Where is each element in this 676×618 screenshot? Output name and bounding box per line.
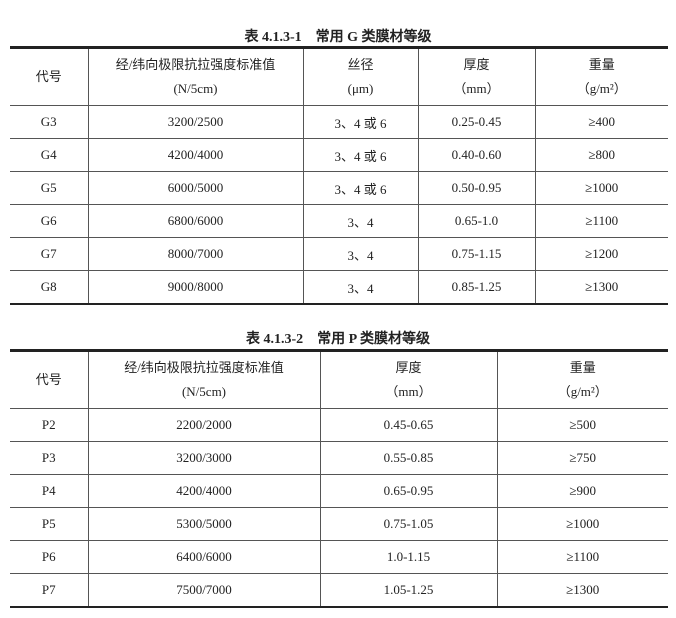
header-label: 经/纬向极限抗拉强度标准值	[124, 360, 284, 375]
table-cell: ≥900	[496, 474, 668, 508]
table-cell: ≥400	[534, 105, 668, 139]
table2-title: 表 4.1.3-2 常用 P 类膜材等级	[246, 332, 430, 347]
table-cell: 3、4	[302, 204, 418, 238]
column-header: 经/纬向极限抗拉强度标准值 (N/5cm)	[87, 47, 303, 106]
table-cell: P4	[10, 474, 88, 508]
table1-title: 表 4.1.3-1 常用 G 类膜材等级	[244, 30, 432, 45]
table-row: P4 4200/4000 0.65-0.95 ≥900	[10, 474, 668, 508]
column-header: 厚度 （mm）	[417, 47, 535, 106]
header-unit: （g/m²）	[576, 81, 627, 96]
table-cell: ≥800	[534, 138, 668, 172]
table-cell: 0.65-1.0	[417, 204, 535, 238]
header-unit: (μm)	[347, 81, 374, 96]
table-cell: 0.75-1.15	[417, 237, 535, 271]
table-cell: 1.0-1.15	[319, 540, 497, 574]
table-cell: 8000/7000	[87, 237, 303, 271]
header-label: 重量	[588, 57, 615, 72]
table-cell: 3、4	[302, 270, 418, 305]
header-unit: (N/5cm)	[173, 81, 218, 96]
table-row: G5 6000/5000 3、4 或 6 0.50-0.95 ≥1000	[10, 171, 668, 205]
header-label: 代号	[35, 372, 62, 387]
table-cell: ≥750	[496, 441, 668, 475]
table-cell: 6400/6000	[87, 540, 320, 574]
table-cell: 3、4 或 6	[302, 138, 418, 172]
header-label: 代号	[35, 69, 62, 84]
table-cell: 4200/4000	[87, 474, 320, 508]
table-row: P5 5300/5000 0.75-1.05 ≥1000	[10, 507, 668, 541]
table-row: G4 4200/4000 3、4 或 6 0.40-0.60 ≥800	[10, 138, 668, 172]
table-row: G8 9000/8000 3、4 0.85-1.25 ≥1300	[10, 270, 668, 305]
header-label: 丝径	[347, 57, 374, 72]
header-label: 经/纬向极限抗拉强度标准值	[115, 57, 276, 72]
table-cell: G6	[10, 204, 88, 238]
table-cell: ≥1300	[496, 573, 668, 608]
table-cell: 0.55-0.85	[319, 441, 497, 475]
table-cell: G7	[10, 237, 88, 271]
header-label: 厚度	[395, 360, 422, 375]
table-cell: 0.65-0.95	[319, 474, 497, 508]
table-cell: 0.85-1.25	[417, 270, 535, 305]
table-cell: ≥1300	[534, 270, 668, 305]
header-label: 厚度	[463, 57, 490, 72]
table-row: G3 3200/2500 3、4 或 6 0.25-0.45 ≥400	[10, 105, 668, 139]
table-cell: G4	[10, 138, 88, 172]
table-cell: P3	[10, 441, 88, 475]
column-header: 代号	[10, 47, 88, 106]
table-cell: G3	[10, 105, 88, 139]
column-header: 丝径 (μm)	[302, 47, 418, 106]
table-cell: 6800/6000	[87, 204, 303, 238]
table-cell: 3、4 或 6	[302, 105, 418, 139]
table-cell: 0.40-0.60	[417, 138, 535, 172]
column-header: 厚度 （mm）	[319, 350, 497, 409]
table-cell: P7	[10, 573, 88, 608]
table-cell: 0.75-1.05	[319, 507, 497, 541]
table-cell: P2	[10, 408, 88, 442]
table-cell: P6	[10, 540, 88, 574]
table-cell: G8	[10, 270, 88, 305]
header-unit: （mm）	[385, 384, 432, 399]
header-unit: （g/m²）	[557, 384, 608, 399]
table-cell: 0.50-0.95	[417, 171, 535, 205]
table-row: P3 3200/3000 0.55-0.85 ≥750	[10, 441, 668, 475]
table-row: G6 6800/6000 3、4 0.65-1.0 ≥1100	[10, 204, 668, 238]
table-cell: 0.45-0.65	[319, 408, 497, 442]
table-cell: P5	[10, 507, 88, 541]
table-cell: ≥1100	[496, 540, 668, 574]
table-cell: ≥1000	[496, 507, 668, 541]
table-row: G7 8000/7000 3、4 0.75-1.15 ≥1200	[10, 237, 668, 271]
column-header: 经/纬向极限抗拉强度标准值 (N/5cm)	[87, 350, 320, 409]
table-cell: ≥1200	[534, 237, 668, 271]
table-cell: 3、4	[302, 237, 418, 271]
column-header: 重量 （g/m²）	[496, 350, 668, 409]
column-header: 重量 （g/m²）	[534, 47, 668, 106]
table-cell: 1.05-1.25	[319, 573, 497, 608]
table-cell: 0.25-0.45	[417, 105, 535, 139]
table-cell: 7500/7000	[87, 573, 320, 608]
table-row: P6 6400/6000 1.0-1.15 ≥1100	[10, 540, 668, 574]
table-cell: 9000/8000	[87, 270, 303, 305]
table-cell: 3200/2500	[87, 105, 303, 139]
table-cell: ≥1000	[534, 171, 668, 205]
table-cell: 3200/3000	[87, 441, 320, 475]
table-cell: 3、4 或 6	[302, 171, 418, 205]
table-cell: ≥500	[496, 408, 668, 442]
g-class-membrane-table: 代号 经/纬向极限抗拉强度标准值 (N/5cm) 丝径 (μm) 厚度 （mm） 重量 （g/m…	[10, 46, 668, 305]
table-cell: 6000/5000	[87, 171, 303, 205]
table-cell: G5	[10, 171, 88, 205]
table-row: P7 7500/7000 1.05-1.25 ≥1300	[10, 573, 668, 608]
table-cell: 2200/2000	[87, 408, 320, 442]
p-class-membrane-table: 代号 经/纬向极限抗拉强度标准值 (N/5cm) 厚度 （mm） 重量 （g/m²） P2 22…	[10, 349, 668, 608]
table-cell: 4200/4000	[87, 138, 303, 172]
header-unit: (N/5cm)	[181, 384, 227, 399]
header-unit: （mm）	[453, 81, 500, 96]
header-label: 重量	[569, 360, 596, 375]
table-row: P2 2200/2000 0.45-0.65 ≥500	[10, 408, 668, 442]
table-cell: ≥1100	[534, 204, 668, 238]
column-header: 代号	[10, 350, 88, 409]
table-cell: 5300/5000	[87, 507, 320, 541]
